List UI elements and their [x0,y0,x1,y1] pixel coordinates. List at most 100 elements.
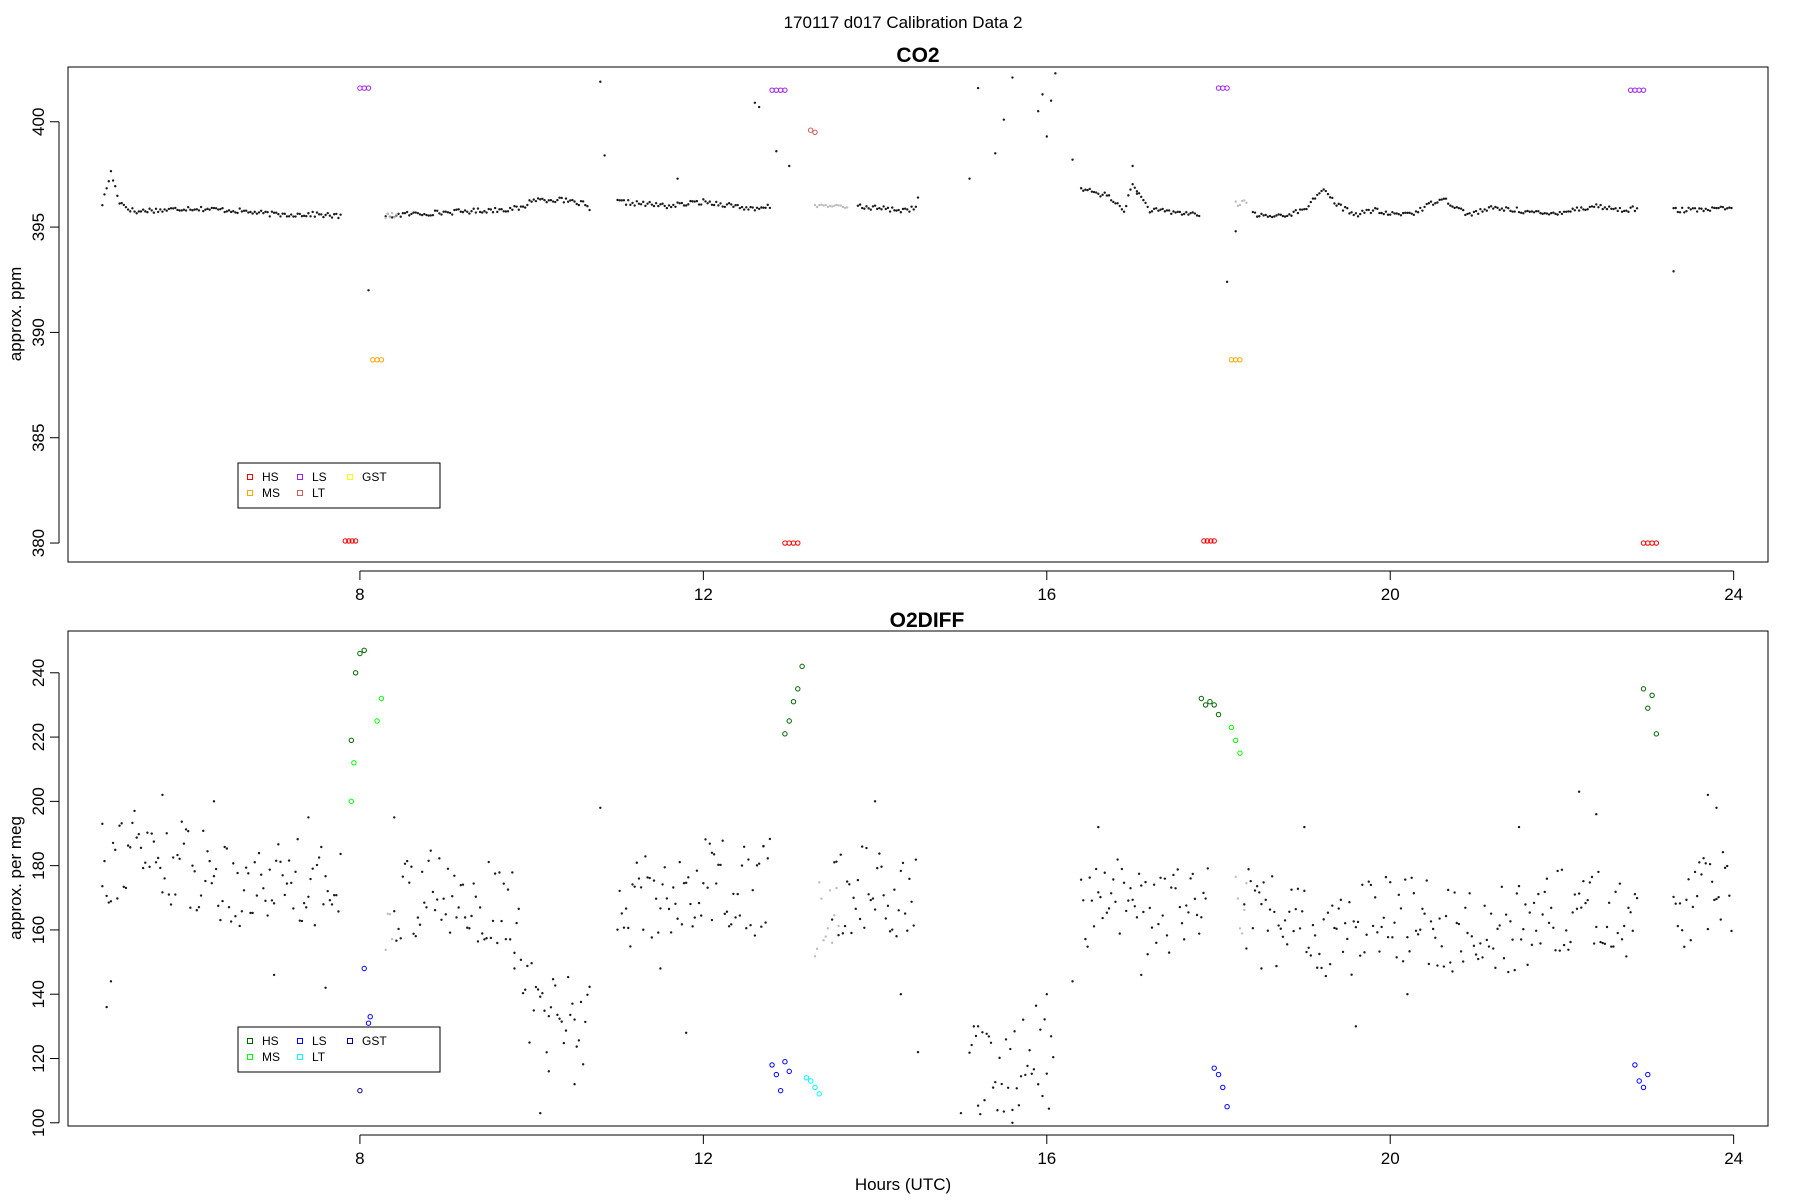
data-point [541,197,544,201]
data-point [530,200,533,203]
calibration-point-hs [786,718,792,724]
data-point [1079,187,1083,190]
data-point [476,207,480,210]
data-point [508,206,512,210]
data-point [234,914,237,918]
data-point-excluded [1240,199,1244,203]
data-point [556,198,559,202]
data-point [247,211,250,214]
data-point [1562,210,1566,213]
data-point [766,203,769,207]
data-point [435,898,439,901]
data-point [253,210,256,214]
data-point [461,883,465,886]
data-point [622,199,626,202]
data-point [317,856,321,859]
data-point [1522,212,1525,215]
data-point [249,210,252,214]
data-point [678,202,681,205]
data-point [1352,920,1355,923]
data-point-excluded [833,204,836,207]
data-point [264,210,267,213]
data-point [1021,1018,1025,1021]
data-point [1526,963,1529,967]
data-point [528,199,531,202]
data-point [470,914,473,918]
data-point [1378,211,1381,215]
data-point [204,208,207,211]
legend-marker [247,1038,253,1044]
data-point [682,881,686,885]
data-point [116,194,119,198]
data-point [1702,857,1705,860]
data-point [326,211,329,215]
data-point [283,212,286,216]
data-point-excluded [828,889,832,892]
data-point [1406,936,1409,939]
data-point [676,201,679,204]
data-point [1631,205,1634,208]
data-point [1270,875,1274,878]
data-point [1309,954,1313,957]
data-point [448,931,452,934]
data-point [481,211,484,214]
data-point [1322,188,1325,191]
data-point [1174,887,1177,890]
data-point [1721,205,1725,209]
data-point [1459,207,1463,210]
data-point [423,901,426,904]
data-point [1386,213,1390,216]
data-point [878,852,881,855]
data-point [311,210,314,214]
o2diff-title: O2DIFF [890,609,965,632]
data-point [440,918,443,921]
data-point [1419,928,1422,931]
data-point [1584,901,1587,905]
data-point [1620,938,1624,941]
data-point [279,860,282,864]
data-point [534,199,538,203]
data-point [551,978,555,981]
data-point [1292,929,1295,933]
data-point [1092,925,1096,928]
data-point [159,866,162,870]
data-point [1573,893,1577,896]
data-point [665,206,669,210]
data-point [446,211,450,214]
data-point [468,212,471,215]
data-point [616,928,619,931]
data-point [1436,201,1439,204]
data-point [1116,202,1119,205]
data-point [483,209,486,213]
data-point [994,152,997,155]
data-point [1530,210,1534,213]
data-point [1676,924,1680,928]
calibration-point-ls [782,1059,788,1065]
data-point [884,917,888,920]
y-tick-label: 220 [29,723,48,751]
data-point [287,215,291,218]
data-point [893,209,896,212]
data-point [700,203,703,206]
data-point [886,904,890,908]
data-point [757,105,761,109]
data-point [1328,196,1332,199]
data-point [1266,215,1270,218]
calibration-point-ls [1627,87,1634,93]
calibration-point-hs [348,737,355,743]
data-point [684,204,688,207]
data-point [1451,205,1454,208]
data-point [1275,964,1278,968]
data-point [661,202,664,205]
data-point [1041,93,1044,96]
data-point [1129,188,1132,191]
data-point [459,883,463,887]
data-point [652,204,656,208]
data-point [1414,929,1418,932]
data-point [539,198,542,201]
data-point [1281,214,1285,218]
data-point-excluded [837,204,840,207]
calibration-point-ls [1224,1104,1230,1110]
data-point [324,213,327,217]
data-point [292,907,295,910]
